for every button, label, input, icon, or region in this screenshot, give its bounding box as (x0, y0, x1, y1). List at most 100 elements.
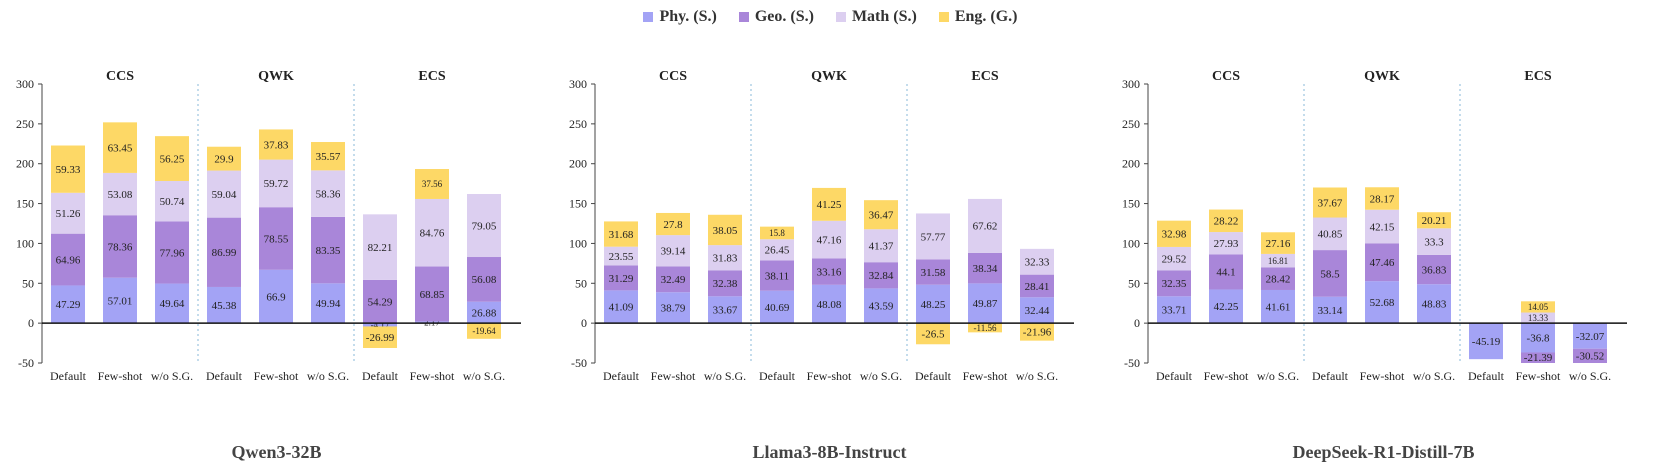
bar-segment-geo-s (259, 207, 293, 270)
bar-segment-geo-s (604, 265, 638, 291)
bar-segment-phy-s (968, 283, 1002, 324)
bar-segment-phy-s (812, 284, 846, 324)
x-tick-label: Default (1468, 369, 1505, 383)
chart-legend: Phy. (S.) Geo. (S.) Math (S.) Eng. (G.) (0, 6, 1661, 28)
data-label: 26.88 (472, 307, 497, 319)
group-label-ecs: ECS (971, 69, 998, 84)
bar-segment-phy-s (259, 269, 293, 324)
data-label: 44.1 (1216, 267, 1235, 279)
data-label: 28.17 (1370, 193, 1395, 205)
bar-segment-geo-s (311, 216, 345, 284)
bar-segment-math-s (1313, 217, 1347, 251)
x-tick-label: Default (759, 369, 796, 383)
data-label: 28.42 (1266, 273, 1291, 285)
data-label: 66.9 (266, 291, 286, 303)
data-label: -30.52 (1576, 351, 1604, 363)
x-tick-label: w/o S.G. (151, 369, 193, 383)
x-tick-label: w/o S.G. (1016, 369, 1058, 383)
bar-segment-phy-s (1469, 323, 1503, 360)
data-label: -45.19 (1472, 336, 1501, 348)
data-label: 38.34 (973, 263, 998, 275)
data-label: -19.64 (472, 326, 496, 336)
bar-segment-geo-s (760, 260, 794, 291)
data-label: 20.21 (1422, 215, 1447, 227)
bar-segment-phy-s (1417, 284, 1451, 324)
bar-segment-math-s (259, 159, 293, 208)
bar-segment-eng-g (1313, 187, 1347, 218)
bar-segment-geo-s (155, 221, 189, 284)
data-label: 43.59 (869, 301, 894, 313)
group-label-ecs: ECS (418, 69, 445, 84)
bar-segment-eng-g (812, 187, 846, 221)
data-label: 33.14 (1318, 305, 1343, 317)
bar-segment-math-s (1365, 209, 1399, 244)
data-label: 38.11 (765, 270, 789, 282)
y-tick-label: 50 (22, 276, 34, 290)
bar-segment-geo-s (1313, 250, 1347, 297)
bar-segment-geo-s (864, 262, 898, 289)
y-tick-label: 100 (1122, 236, 1140, 250)
bar-segment-phy-s (760, 290, 794, 324)
bar-segment-phy-s (916, 284, 950, 324)
bar-segment-eng-g (604, 221, 638, 247)
data-label: 23.55 (609, 251, 634, 263)
data-label: 49.87 (973, 298, 998, 310)
y-tick-label: 0 (581, 316, 587, 330)
bar-segment-phy-s (1573, 323, 1607, 349)
y-tick-label: 300 (16, 77, 34, 91)
bar-segment-geo-s (1365, 243, 1399, 282)
panel-title-deepseek-r1-distill-7b: DeepSeek-R1-Distill-7B (1292, 442, 1475, 462)
data-label: 14.05 (1528, 302, 1549, 312)
bar-segment-math-s (103, 172, 137, 216)
data-label: 27.8 (663, 219, 683, 231)
data-label: 56.25 (160, 153, 185, 165)
bar-segment-phy-s (1209, 289, 1243, 324)
chart-llama3-8b-instruct: -50 0 50 100 150 200 250 300 CCS QWK ECS 41.09 31.29… (569, 69, 1074, 383)
y-tick-label: 100 (16, 236, 34, 250)
data-label: 37.83 (264, 139, 289, 151)
data-label: 50.74 (160, 196, 185, 208)
data-label: 47.29 (56, 299, 81, 311)
data-label: 78.36 (108, 241, 133, 253)
bar-segment-math-s (968, 198, 1002, 253)
data-label: 48.83 (1422, 299, 1447, 311)
bar-segment-geo-s (103, 215, 137, 278)
bar-segment-geo-s (415, 266, 449, 322)
data-label: -21.39 (1524, 352, 1553, 364)
data-label: 26.45 (765, 245, 790, 257)
data-label: 39.14 (661, 246, 686, 258)
legend-item-phy: Phy. (S.) (643, 8, 717, 26)
bar-segment-geo-s (1573, 348, 1607, 363)
bar-segment-phy-s (1020, 297, 1054, 324)
bar-segment-phy-s (604, 290, 638, 324)
y-tick-label: 150 (1122, 197, 1140, 211)
data-label: 32.84 (869, 270, 894, 282)
bar-segment-geo-s (1209, 254, 1243, 290)
y-tick-label: 200 (16, 157, 34, 171)
data-label: 84.76 (420, 228, 445, 240)
x-tick-label: Few-shot (98, 369, 143, 383)
legend-swatch-geo (738, 12, 749, 22)
bar-segment-phy-s (1365, 281, 1399, 324)
data-label: -11.56 (974, 323, 997, 333)
y-tick-label: -50 (571, 356, 587, 370)
bar-segment-math-s (1157, 246, 1191, 271)
data-label: 49.94 (316, 298, 341, 310)
legend-item-eng: Eng. (G.) (938, 8, 1018, 26)
bar-segment-eng-g (760, 226, 794, 240)
bar-segment-math-s (864, 229, 898, 263)
group-label-qwk: QWK (1364, 69, 1400, 84)
data-label: 31.58 (921, 267, 946, 279)
data-label: 32.38 (713, 278, 738, 290)
y-tick-label: 300 (569, 77, 587, 91)
bar-segment-geo-s (207, 217, 241, 287)
y-tick-label: -50 (18, 356, 34, 370)
bar-segment-geo-s (812, 258, 846, 285)
data-label: 41.37 (869, 241, 894, 253)
data-label: 32.49 (661, 274, 686, 286)
x-tick-label: w/o S.G. (307, 369, 349, 383)
x-tick-label: Few-shot (1360, 369, 1405, 383)
bar-segment-math-s (916, 213, 950, 260)
data-label: 32.33 (1025, 257, 1050, 269)
data-label: 38.05 (713, 225, 738, 237)
